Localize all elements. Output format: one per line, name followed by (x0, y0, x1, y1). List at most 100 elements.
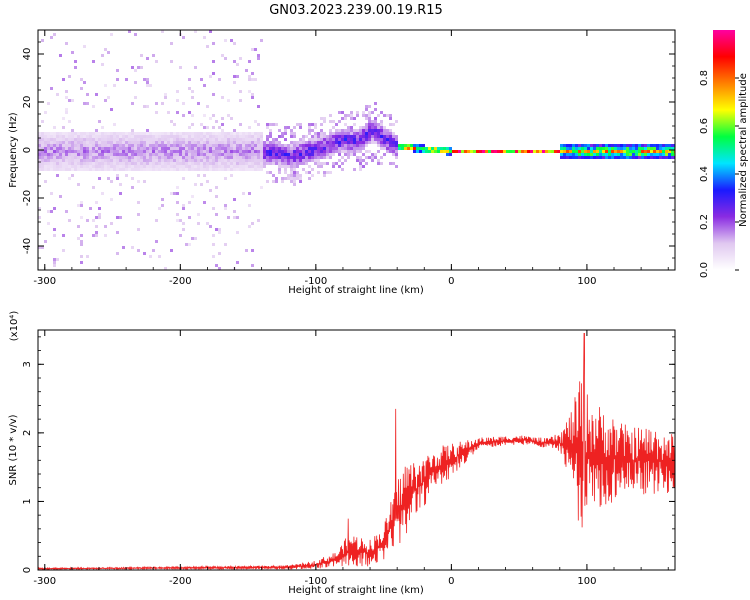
spectrogram-cell (287, 144, 290, 147)
spectrogram-cell (200, 159, 203, 162)
snr-series-line (38, 332, 675, 570)
spectrogram-cell (221, 117, 224, 120)
spectrogram-cell (152, 168, 155, 171)
spectrogram-cell (515, 150, 518, 153)
spectrogram-cell (137, 228, 140, 231)
spectrogram-cell (668, 150, 671, 153)
spectrogram-cell (209, 132, 212, 135)
x-tick-label: -100 (304, 276, 327, 287)
spectrogram-cell (152, 159, 155, 162)
spectrogram-cell (299, 150, 302, 153)
spectrogram-cell (254, 141, 257, 144)
spectrogram-cell (317, 147, 320, 150)
spectrogram-cell (122, 153, 125, 156)
spectrogram-cell (65, 42, 68, 45)
spectrogram-cell (374, 120, 377, 123)
spectrogram-cell (359, 165, 362, 168)
spectrogram-cell (566, 147, 569, 150)
spectrogram-cell (176, 141, 179, 144)
spectrogram-cell (137, 156, 140, 159)
spectrogram-cell (320, 165, 323, 168)
spectrogram-cell (173, 141, 176, 144)
spectrogram-cell (164, 165, 167, 168)
spectrogram-cell (248, 141, 251, 144)
spectrogram-cell (344, 123, 347, 126)
spectrogram-cell (92, 165, 95, 168)
spectrogram-cell (350, 138, 353, 141)
spectrogram-cell (278, 147, 281, 150)
spectrogram-cell (194, 237, 197, 240)
spectrogram-cell (107, 165, 110, 168)
spectrogram-cell (251, 153, 254, 156)
spectrogram-cell (596, 156, 599, 159)
spectrogram-cell (38, 207, 41, 210)
spectrogram-cell (293, 171, 296, 174)
spectrogram-cell (44, 141, 47, 144)
spectrogram-cell (398, 144, 401, 147)
spectrogram-cell (107, 96, 110, 99)
spectrogram-cell (545, 150, 548, 153)
spectrogram-cell (86, 141, 89, 144)
spectrogram-cell (614, 144, 617, 147)
spectrogram-cell (188, 159, 191, 162)
spectrogram-cell (53, 207, 56, 210)
spectrogram-cell (56, 135, 59, 138)
spectrogram-cell (299, 138, 302, 141)
spectrogram-cell (656, 153, 659, 156)
spectrogram-cell (323, 147, 326, 150)
spectrogram-cell (311, 159, 314, 162)
spectrogram-cell (299, 174, 302, 177)
spectrogram-cell (203, 141, 206, 144)
spectrogram-cell (299, 123, 302, 126)
spectrogram-cell (71, 51, 74, 54)
spectrogram-cell (308, 156, 311, 159)
spectrogram-cell (272, 180, 275, 183)
spectrogram-cell (116, 159, 119, 162)
spectrogram-cell (377, 132, 380, 135)
spectrogram-cell (272, 147, 275, 150)
spectrogram-cell (614, 156, 617, 159)
spectrogram-cell (173, 165, 176, 168)
spectrogram-cell (416, 150, 419, 153)
spectrogram-cell (413, 144, 416, 147)
spectrogram-cell (146, 165, 149, 168)
spectrogram-cell (389, 135, 392, 138)
spectrogram-cell (125, 165, 128, 168)
spectrogram-cell (182, 144, 185, 147)
spectrogram-cell (191, 156, 194, 159)
spectrogram-cell (194, 30, 197, 33)
spectrogram-cell (80, 147, 83, 150)
spectrogram-cell (212, 42, 215, 45)
spectrogram-cell (80, 162, 83, 165)
spectrogram-cell (125, 138, 128, 141)
spectrogram-cell (644, 150, 647, 153)
spectrogram-cell (275, 147, 278, 150)
spectrogram-cell (245, 159, 248, 162)
spectrogram-cell (668, 144, 671, 147)
spectrogram-cell (224, 57, 227, 60)
spectrogram-cell (221, 150, 224, 153)
spectrogram-cell (98, 159, 101, 162)
spectrogram-cell (188, 168, 191, 171)
spectrogram-cell (92, 153, 95, 156)
spectrogram-cell (146, 162, 149, 165)
spectrogram-cell (596, 153, 599, 156)
spectrogram-cell (104, 99, 107, 102)
spectrogram-cell (134, 69, 137, 72)
spectrogram-cell (71, 135, 74, 138)
spectrogram-cell (380, 132, 383, 135)
spectrogram-cell (356, 132, 359, 135)
spectrogram-cell (83, 165, 86, 168)
spectrogram-cell (662, 153, 665, 156)
spectrogram-cell (50, 150, 53, 153)
spectrogram-cell (92, 219, 95, 222)
spectrogram-cell (155, 138, 158, 141)
spectrogram-cell (647, 156, 650, 159)
spectrogram-cell (617, 150, 620, 153)
spectrogram-cell (491, 150, 494, 153)
spectrogram-cell (143, 159, 146, 162)
spectrogram-cell (650, 150, 653, 153)
spectrogram-cell (629, 147, 632, 150)
spectrogram-cell (566, 156, 569, 159)
spectrogram-cell (212, 165, 215, 168)
